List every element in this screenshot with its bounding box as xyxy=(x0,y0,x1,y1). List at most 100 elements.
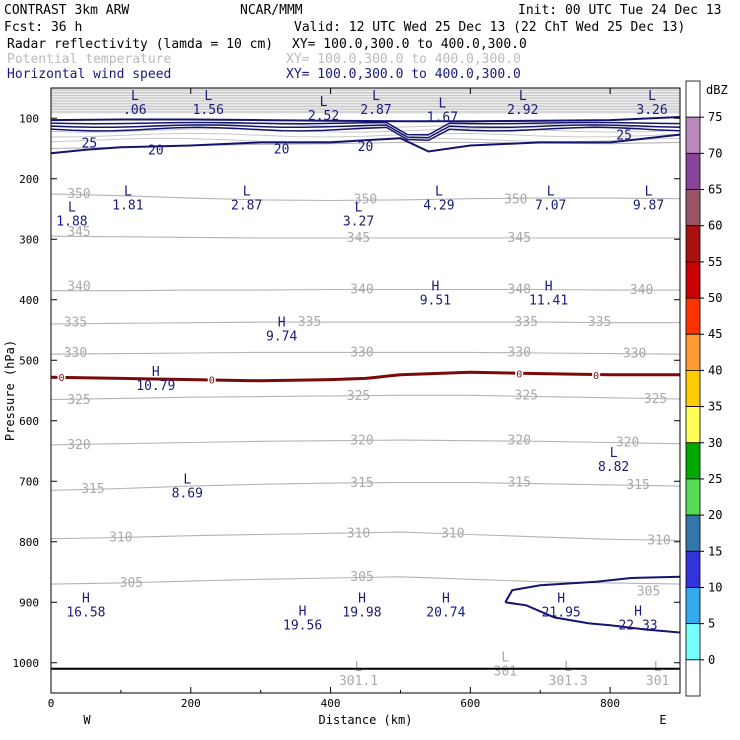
extremum-marker-high: H xyxy=(82,591,90,606)
x-axis-label: Distance (km) xyxy=(319,713,413,727)
theta-contour-label: 340 xyxy=(67,279,90,294)
extremum-marker-high: H xyxy=(442,591,450,606)
y-tick-label: 800 xyxy=(19,536,39,549)
plot-frame xyxy=(50,87,681,694)
y-tick-label: 400 xyxy=(19,294,39,307)
colorbar-unit-label: dBZ xyxy=(706,83,728,97)
y-tick-label: 100 xyxy=(19,112,39,125)
theta-contour-label: 305 xyxy=(637,584,660,599)
theta-contour-label: 350 xyxy=(504,192,527,207)
x-tick-label: 400 xyxy=(321,697,341,710)
colorbar-level-label: 60 xyxy=(708,219,722,233)
extremum-marker-low: L xyxy=(547,185,555,200)
plot-area xyxy=(51,88,680,693)
x-tick-label: 600 xyxy=(460,697,480,710)
colorbar-swatch xyxy=(685,189,701,227)
extremum-value: 2.92 xyxy=(507,103,538,118)
reflectivity-contour-label: 0 xyxy=(209,376,215,387)
extremum-value: 4.29 xyxy=(423,199,454,214)
theta-contour-330 xyxy=(50,351,681,355)
colorbar-level-label: 45 xyxy=(708,327,722,341)
theta-contour-label: 335 xyxy=(588,315,611,330)
extremum-marker-low: L xyxy=(131,89,139,104)
extremum-value: 1.88 xyxy=(56,214,87,229)
colorbar-level-label: 70 xyxy=(708,146,722,160)
extremum-marker-high: H xyxy=(545,280,553,295)
x-end-label-west: W xyxy=(83,713,91,727)
extremum-value: 20.74 xyxy=(426,605,465,620)
extremum-value: 2.87 xyxy=(231,199,262,214)
extremum-value: 21.95 xyxy=(542,605,581,620)
y-tick-label: 1000 xyxy=(13,657,40,670)
field-name-theta: Potential temperature xyxy=(7,52,172,67)
field-name-wind: Horizontal wind speed xyxy=(7,67,171,82)
colorbar-level-label: 5 xyxy=(708,617,715,631)
theta-contour-320 xyxy=(50,439,681,446)
extremum-marker-low: L xyxy=(372,89,380,104)
theta-contour-label: 340 xyxy=(350,282,373,297)
wind-contour-label: 25 xyxy=(616,129,632,144)
colorbar-swatch xyxy=(685,587,701,625)
theta-contour-label: 335 xyxy=(64,316,87,331)
extremum-value: 301.3 xyxy=(549,674,588,689)
extremum-marker-low: L xyxy=(124,185,132,200)
theta-contour-label: 325 xyxy=(644,392,667,407)
colorbar-level-label: 50 xyxy=(708,291,722,305)
wind-contour-label: 20 xyxy=(274,143,290,158)
extremum-value: 1.56 xyxy=(193,103,224,118)
extremum-marker-low: L xyxy=(654,660,662,675)
x-tick-label: 0 xyxy=(48,697,55,710)
extremum-value: 1.67 xyxy=(427,110,458,125)
colorbar-swatch xyxy=(685,225,701,263)
wind-contour-line xyxy=(50,133,681,155)
colorbar-swatch xyxy=(685,623,701,661)
extremum-value: .06 xyxy=(123,103,146,118)
theta-contour-345 xyxy=(50,235,680,239)
theta-contour-label: 305 xyxy=(350,570,373,585)
theta-contour-label: 345 xyxy=(347,231,370,246)
theta-contour-label: 310 xyxy=(441,526,464,541)
extremum-value: 16.58 xyxy=(66,605,105,620)
theta-upper-contour-line xyxy=(50,132,681,138)
x-tick-label: 800 xyxy=(600,697,620,710)
extremum-value: 22.33 xyxy=(618,619,657,634)
extremum-marker-low: L xyxy=(648,89,656,104)
reflectivity-contours xyxy=(50,370,680,383)
wind-contour-line xyxy=(50,124,681,139)
theta-contour-label: 345 xyxy=(67,225,90,240)
extremum-marker-low: L xyxy=(243,185,251,200)
extremum-value: 9.74 xyxy=(266,329,297,344)
reflectivity-contour-label: 0 xyxy=(516,370,522,381)
theta-contour-label: 320 xyxy=(616,436,639,451)
wind-contour-line xyxy=(505,601,681,634)
wind-contour-label: 25 xyxy=(82,136,98,151)
colorbar-level-label: 10 xyxy=(708,580,722,594)
forecast-hour-label: Fcst: 36 h xyxy=(4,20,82,35)
theta-contour-label: 350 xyxy=(67,187,90,202)
reflectivity-contour-label: 0 xyxy=(58,373,64,384)
reflectivity-contour-label: 0 xyxy=(593,371,599,382)
colorbar-swatch xyxy=(685,80,701,118)
model-title: CONTRAST 3km ARW xyxy=(4,3,129,18)
theta-contour-label: 325 xyxy=(515,388,538,403)
colorbar-level-label: 35 xyxy=(708,400,722,414)
reflectivity-label-bg xyxy=(207,373,216,385)
extremum-value: 10.79 xyxy=(136,379,175,394)
theta-contour-label: 330 xyxy=(350,345,373,360)
theta-contour-label: 330 xyxy=(508,345,531,360)
theta-contour-label: 315 xyxy=(626,478,649,493)
y-tick-label: 300 xyxy=(19,233,39,246)
extremum-marker-high: H xyxy=(634,605,642,620)
extremum-marker-low: L xyxy=(435,185,443,200)
theta-contour-label: 315 xyxy=(508,475,531,490)
colorbar-level-label: 15 xyxy=(708,544,722,558)
x-end-label-east: E xyxy=(659,713,666,727)
extremum-marker-low: L xyxy=(183,473,191,488)
extremum-value: 19.56 xyxy=(283,619,322,634)
theta-contour-335 xyxy=(50,321,680,325)
organization-label: NCAR/MMM xyxy=(240,3,303,18)
theta-contour-label: 340 xyxy=(508,282,531,297)
theta-contour-label: 350 xyxy=(354,192,377,207)
extremum-marker-low: L xyxy=(438,96,446,111)
